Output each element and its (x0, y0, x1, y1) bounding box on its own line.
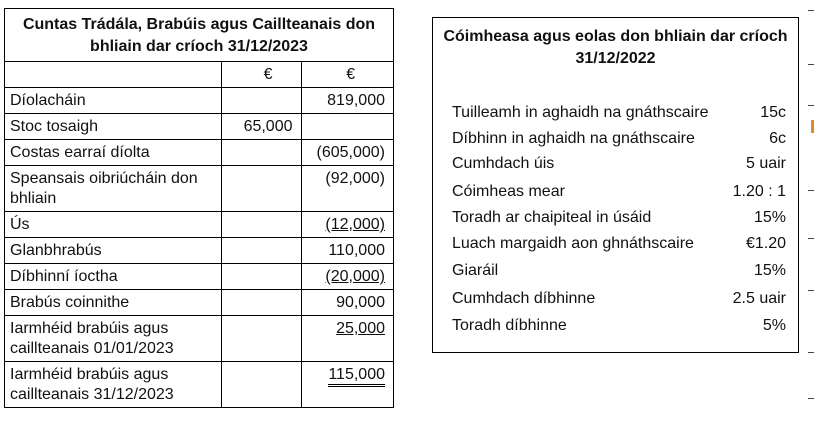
ratio-item: Toradh díbhinne 5% (452, 316, 786, 342)
ratio-item: Giaráil 15% (452, 261, 786, 289)
row-col2-cell: 25,000 (300, 315, 393, 362)
row-col1 (220, 315, 302, 362)
blank-cell (5, 62, 222, 88)
table-row: Stoc tosaigh 65,000 (5, 113, 393, 140)
row-label: Stoc tosaigh (5, 113, 222, 140)
row-col1 (220, 211, 302, 238)
row-col1 (220, 237, 302, 264)
row-col2: 115,000 (328, 366, 385, 387)
table-row: Costas earraí díolta (605,000) (5, 139, 393, 166)
ratio-label: Cumhdach úis (452, 155, 555, 172)
trading-account-table: Cuntas Trádála, Brabúis agus Caillteanai… (4, 8, 394, 408)
edge-mark (808, 238, 814, 239)
trading-account-grid: € € Díolacháin 819,000 Stoc tosaigh 65,0… (5, 62, 393, 408)
row-col1: 65,000 (220, 113, 302, 140)
edge-mark (808, 398, 814, 399)
row-label: Ús (5, 211, 222, 238)
ratio-item: Cumhdach díbhinne 2.5 uair (452, 289, 786, 316)
row-col2: (12,000) (325, 216, 385, 233)
row-col1 (220, 289, 302, 316)
row-col2: 25,000 (336, 320, 385, 337)
ratio-label: Toradh ar chaipiteal in úsáid (452, 209, 652, 226)
row-col1 (220, 361, 302, 408)
ratio-item: Luach margaidh aon ghnáthscaire €1.20 (452, 234, 786, 261)
row-label: Iarmhéid brabúis agus caillteanais 01/01… (5, 315, 222, 362)
currency-header-row: € € (5, 62, 393, 88)
row-col1 (220, 263, 302, 290)
row-col1 (220, 87, 302, 114)
row-col2-cell: (20,000) (300, 263, 393, 290)
row-col2-cell: (12,000) (300, 211, 393, 238)
row-col2 (300, 113, 393, 140)
edge-mark (808, 10, 814, 11)
table-row: Iarmhéid brabúis agus caillteanais 01/01… (5, 315, 393, 362)
row-col2: (92,000) (300, 165, 393, 212)
row-label: Speansais oibriúcháin don bhliain (5, 165, 222, 212)
ratio-item: Toradh ar chaipiteal in úsáid 15% (452, 208, 786, 234)
ratio-value: 5 uair (745, 155, 786, 172)
ratio-label: Toradh díbhinne (452, 317, 567, 334)
row-col2: (20,000) (325, 268, 385, 285)
row-label: Glanbhrabús (5, 237, 222, 264)
ratio-label: Díbhinn in aghaidh na gnáthscaire (452, 130, 695, 147)
ratio-label: Giaráil (452, 262, 499, 279)
edge-mark (808, 190, 814, 191)
edge-mark (808, 64, 814, 65)
row-label: Díbhinní íoctha (5, 263, 222, 290)
ratio-value: 6c (769, 130, 786, 147)
row-label: Iarmhéid brabúis agus caillteanais 31/12… (5, 361, 222, 408)
edge-mark (808, 105, 814, 106)
trading-account-title: Cuntas Trádála, Brabúis agus Caillteanai… (5, 9, 393, 62)
ratio-item: Díbhinn in aghaidh na gnáthscaire 6c (452, 129, 786, 154)
currency-col1: € (220, 62, 302, 88)
row-label: Díolacháin (5, 87, 222, 114)
ratio-value: 2.5 uair (732, 290, 786, 307)
edge-mark (808, 352, 814, 353)
ratios-list: Tuilleamh in aghaidh na gnáthscaire 15c … (452, 103, 786, 342)
ratio-value: 5% (762, 317, 786, 334)
ratio-label: Cóimheas mear (452, 183, 565, 200)
ratio-label: Luach margaidh aon ghnáthscaire (452, 235, 694, 252)
table-row: Díbhinní íoctha (20,000) (5, 263, 393, 290)
currency-col2: € (300, 62, 393, 88)
table-row: Speansais oibriúcháin don bhliain (92,00… (5, 165, 393, 212)
row-label: Brabús coinnithe (5, 289, 222, 316)
row-col2-cell: 115,000 (300, 361, 393, 408)
row-col1 (220, 165, 302, 212)
row-col2: 819,000 (300, 87, 393, 114)
table-row: Iarmhéid brabúis agus caillteanais 31/12… (5, 361, 393, 408)
edge-mark (808, 290, 814, 291)
ratio-value: 15% (753, 262, 786, 279)
edge-mark (811, 120, 814, 133)
ratio-value: 15% (753, 209, 786, 226)
row-col2: 90,000 (300, 289, 393, 316)
ratio-value: 15c (760, 104, 786, 121)
ratio-item: Tuilleamh in aghaidh na gnáthscaire 15c (452, 103, 786, 129)
ratio-value: €1.20 (745, 235, 786, 252)
ratio-item: Cumhdach úis 5 uair (452, 154, 786, 182)
table-row: Glanbhrabús 110,000 (5, 237, 393, 264)
ratios-box: Cóimheasa agus eolas don bhliain dar crí… (432, 17, 799, 353)
row-col1 (220, 139, 302, 166)
ratio-label: Tuilleamh in aghaidh na gnáthscaire (452, 104, 709, 121)
row-col2: (605,000) (300, 139, 393, 166)
ratio-value: 1.20 : 1 (732, 183, 786, 200)
table-row: Díolacháin 819,000 (5, 87, 393, 114)
ratios-title: Cóimheasa agus eolas don bhliain dar crí… (443, 28, 788, 67)
ratio-item: Cóimheas mear 1.20 : 1 (452, 182, 786, 208)
table-row: Ús (12,000) (5, 211, 393, 238)
ratio-label: Cumhdach díbhinne (452, 290, 596, 307)
table-row: Brabús coinnithe 90,000 (5, 289, 393, 316)
row-col2: 110,000 (300, 237, 393, 264)
row-label: Costas earraí díolta (5, 139, 222, 166)
